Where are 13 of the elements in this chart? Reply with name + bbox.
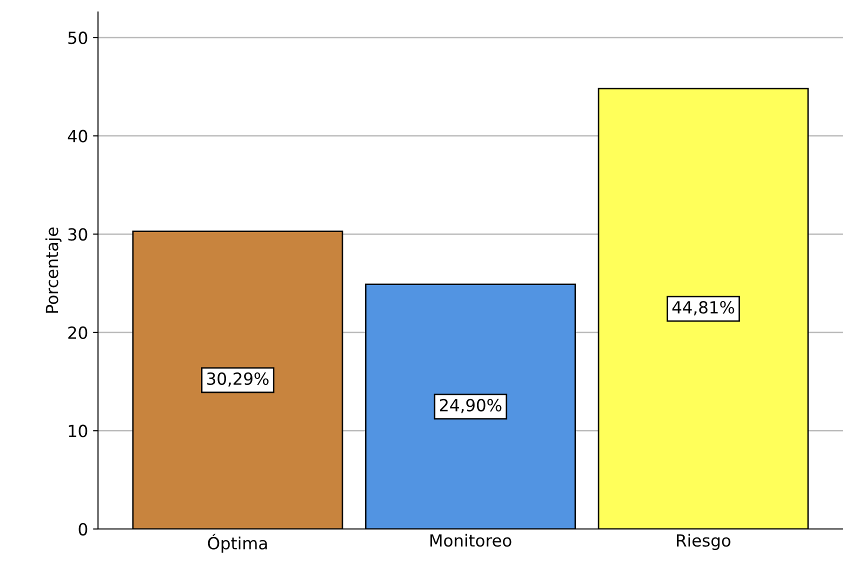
x-tick-label: Óptima — [208, 534, 267, 553]
data-label: 24,90% — [440, 398, 502, 414]
y-tick-label: 10 — [68, 424, 88, 438]
data-label: 44,81% — [672, 301, 734, 316]
x-tick-label: Monitoreo — [430, 534, 512, 547]
y-tick-label: 20 — [68, 326, 88, 339]
x-tick-label: Riesgo — [676, 534, 730, 550]
y-axis-title: Porcentaje — [45, 228, 62, 313]
data-label: 30,29% — [207, 372, 269, 387]
y-tick-label: 0 — [78, 522, 88, 536]
y-tick-label: 30 — [68, 228, 88, 241]
y-tick-label: 50 — [68, 32, 88, 44]
y-tick-label: 40 — [68, 130, 88, 142]
